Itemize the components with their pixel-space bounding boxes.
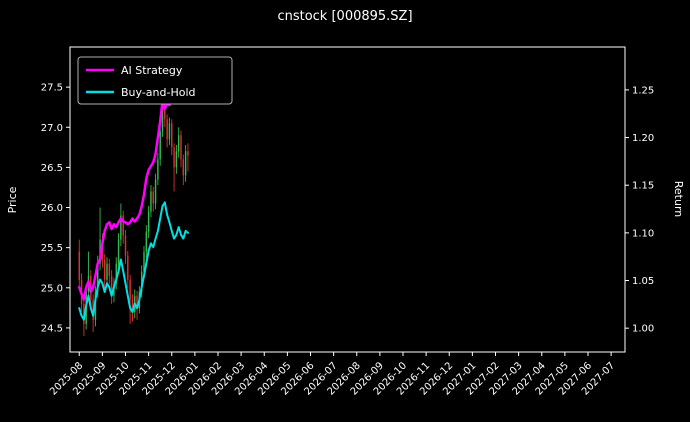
return-tick-label: 1.10	[632, 228, 654, 239]
legend-label-buy-and-hold: Buy-and-Hold	[121, 86, 196, 99]
candle-body-up	[106, 263, 108, 280]
candle-body-down	[110, 275, 113, 296]
candle-body-down	[131, 299, 134, 312]
candle-body-down	[122, 215, 124, 236]
candle-body-up	[145, 231, 148, 252]
candle-body-down	[108, 263, 111, 276]
y-axis-label-return: Return	[672, 181, 685, 218]
candle-body-down	[171, 123, 173, 148]
chart-title: cnstock [000895.SZ]	[277, 9, 412, 24]
candle-body-up	[97, 263, 99, 292]
return-tick-label: 1.00	[632, 324, 654, 335]
candle-body-up	[161, 103, 164, 132]
candle-body-up	[115, 263, 117, 284]
candle-body-down	[164, 103, 166, 120]
candle-body-down	[187, 151, 189, 156]
candle-body-down	[136, 295, 138, 308]
candle-body-up	[147, 211, 150, 232]
price-tick-label: 25.5	[41, 243, 63, 254]
candle-body-down	[127, 255, 129, 280]
candle-body-down	[152, 191, 154, 204]
return-tick-label: 1.25	[632, 85, 654, 96]
axes-spines	[69, 46, 626, 353]
candle-body-up	[168, 123, 171, 140]
candle-body-up	[117, 239, 120, 264]
candle-body-down	[173, 147, 175, 168]
price-tick-label: 27.0	[41, 123, 63, 134]
candle-body-down	[103, 259, 106, 280]
price-tick-label: 27.5	[41, 83, 63, 94]
candle-body-down	[129, 279, 131, 300]
return-tick-label: 1.05	[632, 276, 654, 287]
candle-body-up	[143, 251, 145, 272]
candle-body-up	[175, 151, 178, 168]
candle-body-up	[154, 179, 157, 204]
candle-body-down	[180, 135, 182, 160]
price-tick-label: 25.0	[41, 283, 63, 294]
return-tick-label: 1.20	[632, 133, 654, 144]
candle-body-up	[159, 131, 161, 160]
price-tick-label: 26.5	[41, 163, 63, 174]
ai-strategy-line	[78, 98, 173, 301]
buy-and-hold-line	[78, 201, 189, 321]
legend-box	[77, 56, 233, 105]
price-tick-label: 24.5	[41, 323, 63, 334]
candle-body-up	[184, 151, 187, 176]
candle-body-up	[177, 135, 180, 152]
candle-body-down	[78, 251, 80, 280]
candle-body-down	[124, 235, 127, 256]
candle-body-down	[166, 119, 168, 140]
candle-body-up	[120, 215, 122, 240]
legend: AI Strategy Buy-and-Hold	[77, 56, 233, 105]
return-tick-label: 1.15	[632, 181, 654, 192]
candle-body-down	[182, 159, 185, 176]
candle-body-up	[150, 191, 152, 212]
legend-label-ai-strategy: AI Strategy	[121, 64, 183, 77]
candle-body-up	[157, 159, 159, 180]
candle-body-up	[140, 271, 143, 292]
y-axis-label-price: Price	[6, 186, 19, 213]
price-tick-label: 26.0	[41, 203, 63, 214]
